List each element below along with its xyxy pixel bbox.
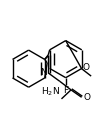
Text: O: O [83, 63, 90, 72]
Text: N: N [40, 68, 47, 77]
Text: H$_2$N: H$_2$N [41, 85, 60, 98]
Text: O: O [83, 93, 90, 102]
Text: F: F [63, 86, 68, 95]
